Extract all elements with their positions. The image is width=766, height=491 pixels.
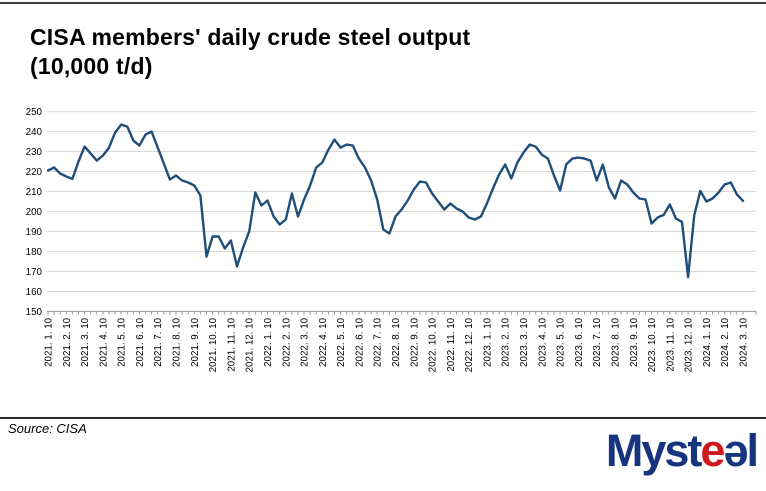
x-axis-label: 2023. 12. 10: [684, 317, 695, 372]
x-axis-label: 2023. 8. 10: [610, 317, 621, 367]
x-axis-label: 2023. 9. 10: [629, 317, 640, 367]
y-axis-label: 160: [26, 287, 43, 298]
y-axis-label: 150: [26, 307, 43, 318]
x-axis-label: 2023. 11. 10: [665, 317, 676, 371]
steel-output-line: [46, 123, 745, 279]
x-axis-label: 2023. 2. 10: [501, 317, 512, 367]
x-axis-label: 2022. 3. 10: [300, 317, 311, 367]
mysteel-logo: Mysteəl: [605, 425, 759, 476]
x-axis-label: 2023. 6. 10: [574, 317, 585, 367]
logo-text-e-blue: ə: [723, 425, 748, 476]
x-axis-label: 2023. 5. 10: [556, 317, 567, 367]
x-axis-label: 2022. 10. 10: [428, 317, 439, 372]
line-chart: 150 160 170 180 190 200 210 220 230 240 250 2021. 1…: [26, 107, 757, 372]
chart-title-line1: CISA members' daily crude steel output: [30, 24, 471, 50]
x-axis-label: 2022. 2. 10: [281, 317, 292, 367]
x-axis-label: 2023. 3. 10: [519, 317, 530, 367]
x-axis-label: 2021. 10. 10: [208, 317, 219, 372]
x-axis-label: 2021. 1. 10: [44, 317, 55, 367]
x-axis-label: 2021. 11. 10: [226, 317, 237, 371]
y-axis-label: 250: [26, 107, 43, 118]
logo-text-e-red: e: [700, 425, 725, 476]
logo-text-l: l: [746, 425, 758, 476]
footer-divider: [0, 417, 766, 419]
y-axis-label: 170: [26, 267, 43, 278]
x-axis-label: 2021. 2. 10: [62, 317, 73, 367]
x-axis-label: 2021. 3. 10: [80, 317, 91, 367]
x-axis-label: 2022. 11. 10: [446, 317, 457, 371]
x-axis-label: 2022. 1. 10: [263, 317, 274, 367]
logo-text-myst: Myst: [605, 425, 703, 476]
x-axis-label: 2021. 6. 10: [135, 317, 146, 367]
x-axis-label: 2022. 12. 10: [464, 317, 475, 372]
y-axis-label: 230: [26, 147, 43, 158]
x-axis-label: 2023. 4. 10: [537, 317, 548, 367]
x-axis-label: 2022. 8. 10: [391, 317, 402, 367]
top-border: [0, 2, 766, 4]
x-axis-label: 2021. 12. 10: [245, 317, 256, 372]
x-axis-label: 2022. 4. 10: [318, 317, 329, 367]
x-axis-label: 2022. 9. 10: [409, 317, 420, 367]
x-axis-label: 2021. 9. 10: [190, 317, 201, 367]
y-axis-label: 200: [26, 207, 43, 218]
x-axis-label: 2024. 2. 10: [720, 317, 731, 367]
x-axis-label: 2023. 10. 10: [647, 317, 658, 372]
x-axis-label: 2023. 1. 10: [482, 317, 493, 367]
y-axis-label: 210: [26, 187, 43, 198]
x-axis-label: 2021. 7. 10: [153, 317, 164, 367]
chart-title-line2: (10,000 t/d): [30, 53, 153, 79]
x-axis-label: 2024. 1. 10: [702, 317, 713, 367]
x-axis-label: 2021. 5. 10: [117, 317, 128, 367]
x-axis-label: 2021. 4. 10: [98, 317, 109, 367]
source-note: Source: CISA: [8, 421, 87, 436]
x-axis-label: 2022. 7. 10: [373, 317, 384, 367]
y-axis-label: 240: [26, 127, 43, 138]
x-axis-label: 2023. 7. 10: [592, 317, 603, 367]
x-axis-label: 2021. 8. 10: [172, 317, 183, 367]
x-axis-label: 2022. 5. 10: [336, 317, 347, 367]
y-axis-label: 190: [26, 227, 43, 238]
y-axis-label: 220: [26, 167, 43, 178]
chart-title: CISA members' daily crude steel output (…: [30, 23, 470, 81]
x-axis-label: 2022. 6. 10: [354, 317, 365, 367]
x-axis-label: 2024. 3. 10: [739, 317, 750, 367]
y-axis-label: 180: [26, 247, 43, 258]
